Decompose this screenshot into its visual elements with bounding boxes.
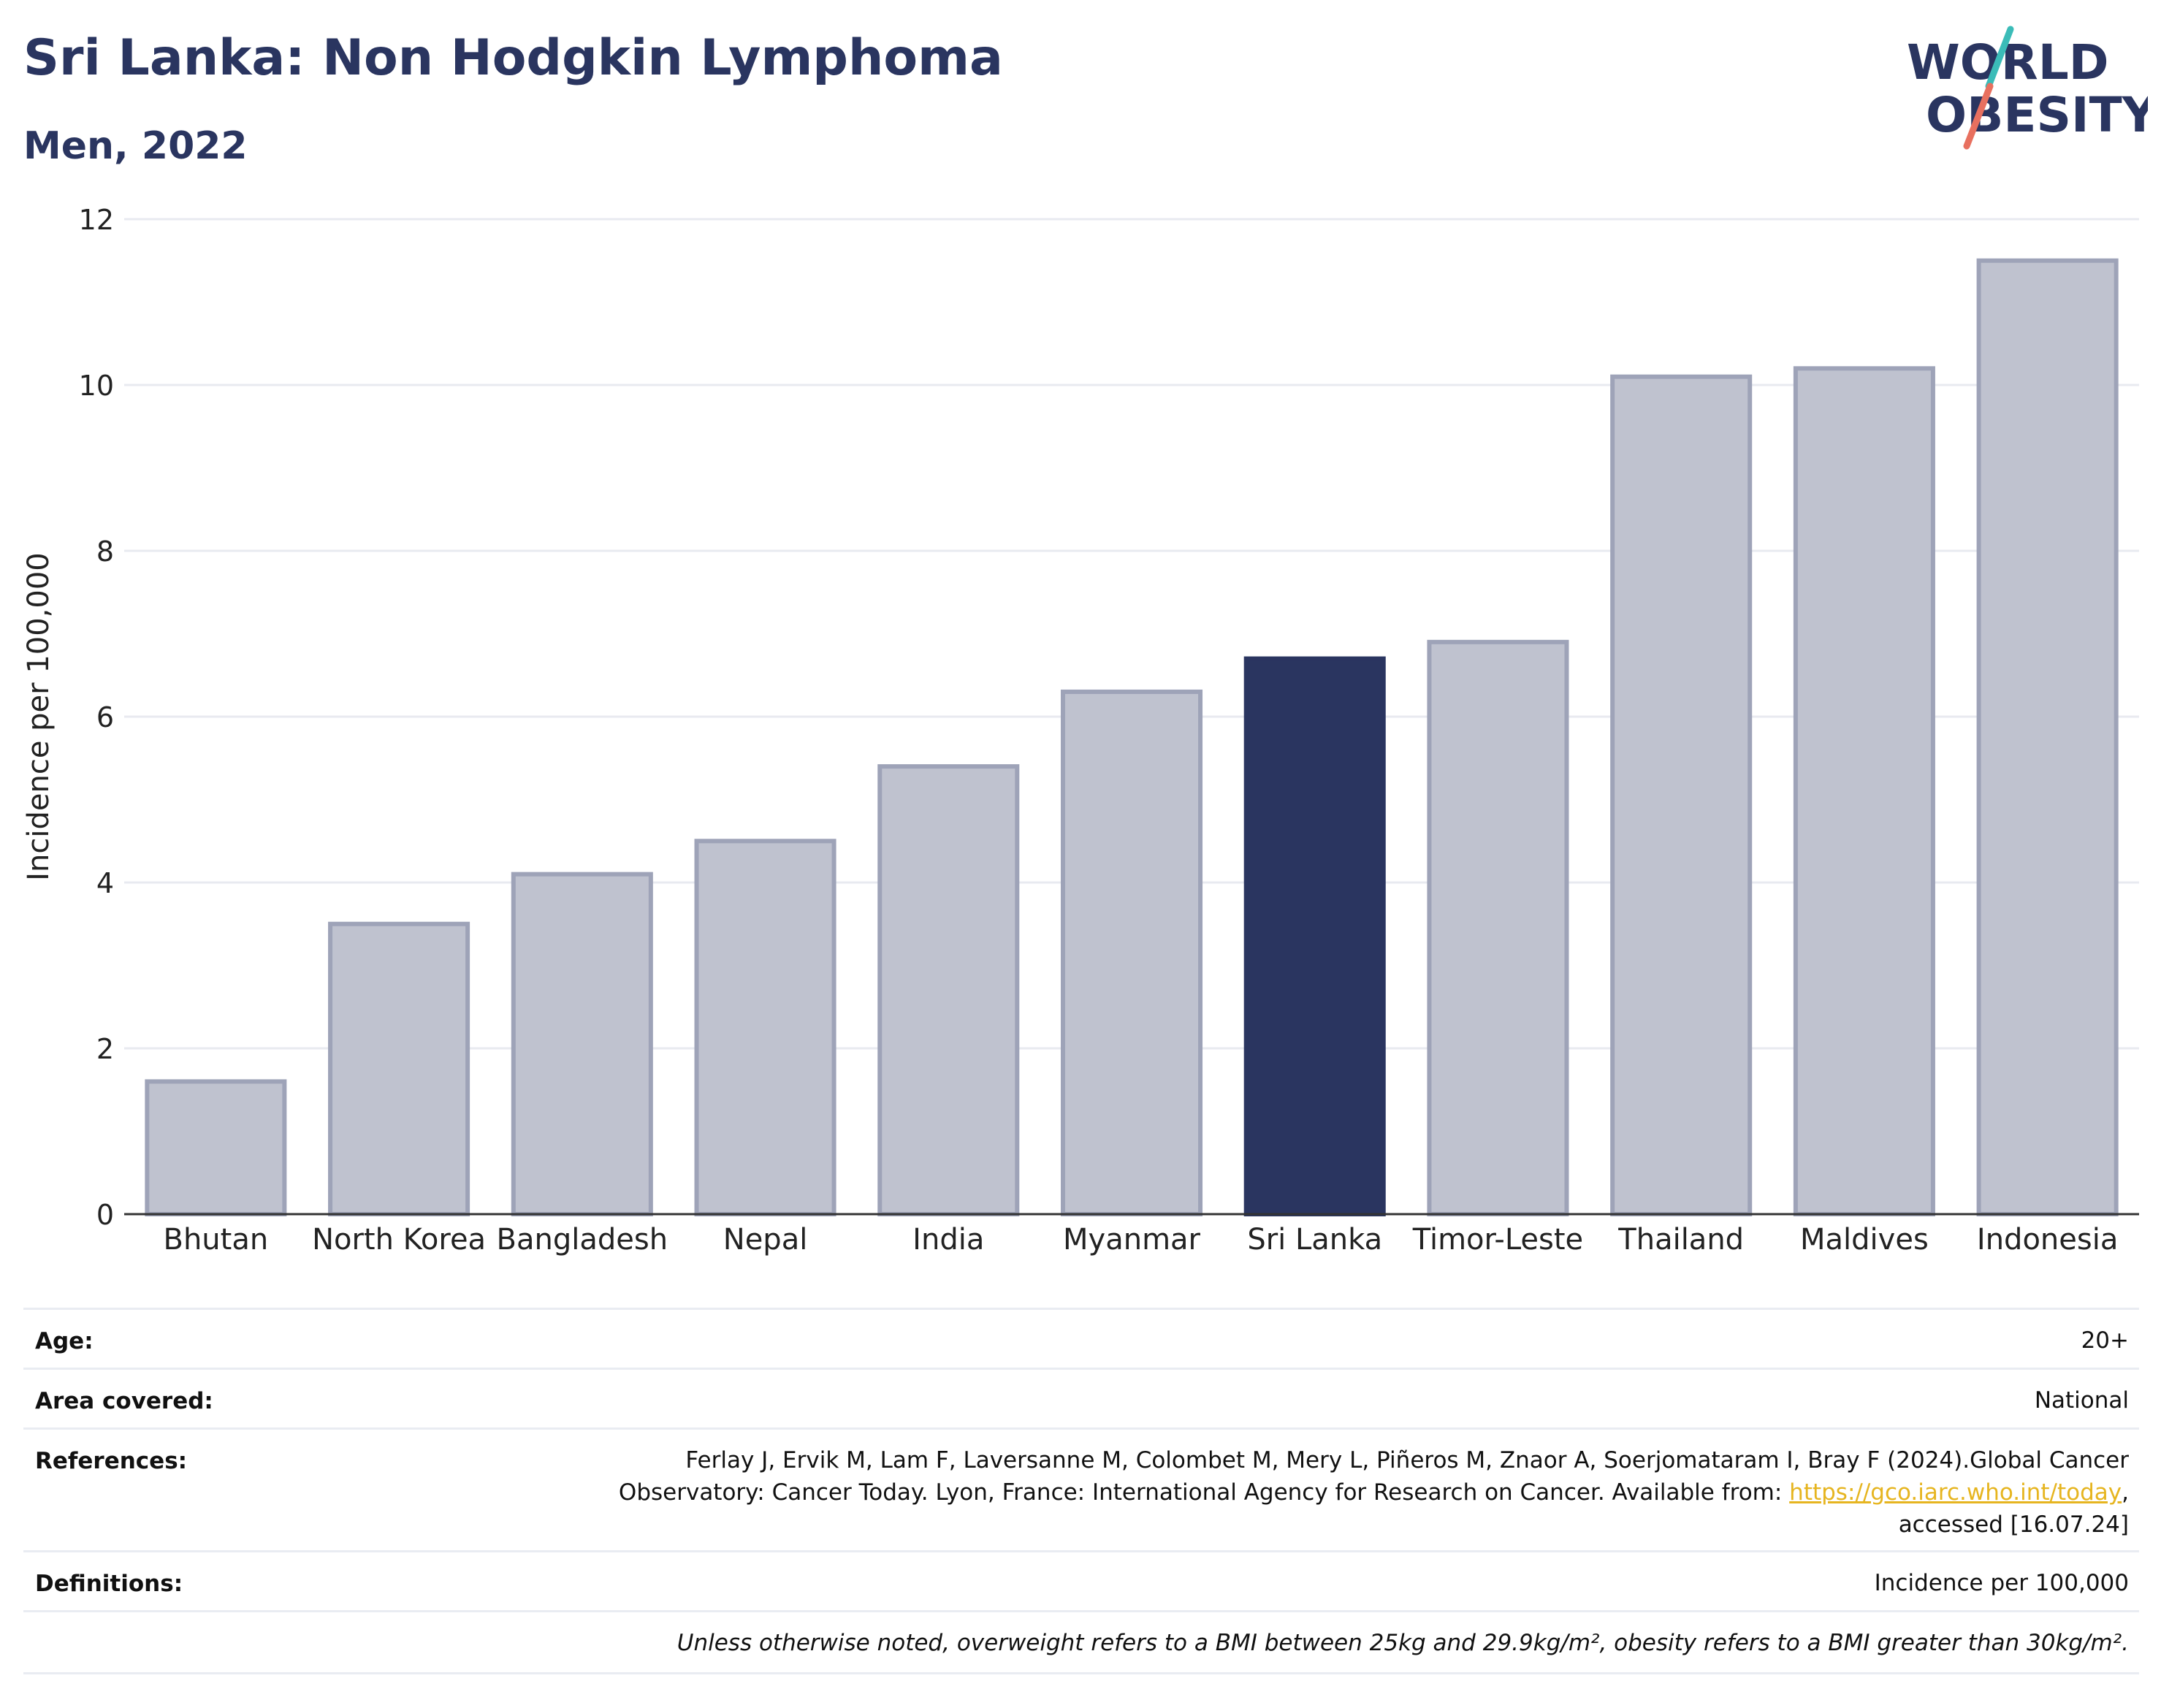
references-link[interactable]: https://gco.iarc.who.int/today bbox=[1789, 1479, 2122, 1506]
bar-thailand bbox=[1610, 374, 1753, 1216]
bmi-note: Unless otherwise noted, overweight refer… bbox=[676, 1630, 2129, 1656]
references-line-2-end: , bbox=[2122, 1479, 2129, 1506]
x-tick-label-north-korea: North Korea bbox=[312, 1223, 486, 1257]
x-tick-label-maldives: Maldives bbox=[1800, 1223, 1929, 1257]
references-line-2-text: Observatory: Cancer Today. Lyon, France:… bbox=[618, 1479, 1790, 1506]
x-tick-label-timor-leste: Timor-Leste bbox=[1412, 1223, 1583, 1257]
meta-row-references: References: Ferlay J, Ervik M, Lam F, La… bbox=[23, 1427, 2139, 1552]
bar-maldives bbox=[1793, 366, 1935, 1216]
bar-nepal bbox=[694, 839, 836, 1216]
y-tick-label-4: 8 bbox=[96, 535, 114, 568]
logo-slash-coral bbox=[1963, 83, 1994, 150]
definitions-label: Definitions: bbox=[35, 1571, 183, 1597]
age-value: 20+ bbox=[2081, 1327, 2129, 1354]
bar-north-korea bbox=[328, 921, 470, 1216]
meta-row-area: Area covered: National bbox=[23, 1368, 2139, 1430]
bar-indonesia bbox=[1976, 258, 2119, 1216]
age-label: Age: bbox=[35, 1328, 94, 1354]
y-axis-label: Incidence per 100,000 bbox=[22, 552, 56, 881]
references-line-3: accessed [16.07.24] bbox=[1898, 1511, 2129, 1538]
area-value: National bbox=[2034, 1387, 2129, 1414]
x-tick-label-bangladesh: Bangladesh bbox=[497, 1223, 668, 1257]
bar-india bbox=[877, 764, 1020, 1216]
references-value: Ferlay J, Ervik M, Lam F, Laversanne M, … bbox=[376, 1444, 2129, 1541]
logo-line-2: OBESITY bbox=[1926, 87, 2148, 143]
bar-timor-leste bbox=[1427, 639, 1569, 1216]
bar-bangladesh bbox=[511, 872, 653, 1217]
logo-slash-teal bbox=[1985, 26, 2014, 90]
x-tick-label-nepal: Nepal bbox=[723, 1223, 808, 1257]
y-tick-label-6: 12 bbox=[79, 204, 114, 236]
bar-chart: 0 2 4 6 8 10 12 Bhutan North Korea Bangladesh Nep… bbox=[22, 204, 2139, 1257]
page-subtitle: Men, 2022 bbox=[23, 124, 248, 168]
meta-row-age: Age: 20+ bbox=[23, 1308, 2139, 1370]
meta-row-note: Unless otherwise noted, overweight refer… bbox=[23, 1610, 2139, 1674]
references-label: References: bbox=[35, 1448, 188, 1474]
x-tick-labels: Bhutan North Korea Bangladesh Nepal India Mya… bbox=[164, 1223, 2119, 1257]
references-line-2: Observatory: Cancer Today. Lyon, France:… bbox=[376, 1476, 2129, 1509]
y-tick-labels: 0 2 4 6 8 10 12 bbox=[79, 204, 114, 1231]
x-tick-label-indonesia: Indonesia bbox=[1977, 1223, 2118, 1257]
x-tick-label-myanmar: Myanmar bbox=[1063, 1223, 1201, 1257]
y-tick-label-3: 6 bbox=[96, 701, 114, 733]
y-tick-label-5: 10 bbox=[79, 370, 114, 402]
page-title: Sri Lanka: Non Hodgkin Lymphoma bbox=[23, 29, 1003, 87]
x-tick-label-thailand: Thailand bbox=[1617, 1223, 1744, 1257]
bar-bhutan bbox=[145, 1079, 287, 1217]
bars bbox=[145, 258, 2119, 1217]
world-obesity-logo: WORLD OBESITY bbox=[1907, 26, 2148, 150]
y-tick-label-1: 2 bbox=[96, 1033, 114, 1065]
y-tick-label-0: 0 bbox=[96, 1199, 114, 1231]
references-line-1: Ferlay J, Ervik M, Lam F, Laversanne M, … bbox=[685, 1447, 2129, 1473]
definitions-value: Incidence per 100,000 bbox=[1874, 1570, 2129, 1596]
x-tick-label-sri-lanka: Sri Lanka bbox=[1247, 1223, 1382, 1257]
bar-sri-lanka bbox=[1243, 656, 1386, 1216]
metadata-table: Age: 20+ Area covered: National Referenc… bbox=[23, 1308, 2139, 1674]
y-tick-label-2: 4 bbox=[96, 867, 114, 899]
meta-row-definitions: Definitions: Incidence per 100,000 bbox=[23, 1550, 2139, 1612]
x-tick-label-india: India bbox=[912, 1223, 984, 1257]
bar-myanmar bbox=[1060, 689, 1203, 1216]
area-label: Area covered: bbox=[35, 1388, 213, 1414]
x-tick-label-bhutan: Bhutan bbox=[164, 1223, 269, 1257]
